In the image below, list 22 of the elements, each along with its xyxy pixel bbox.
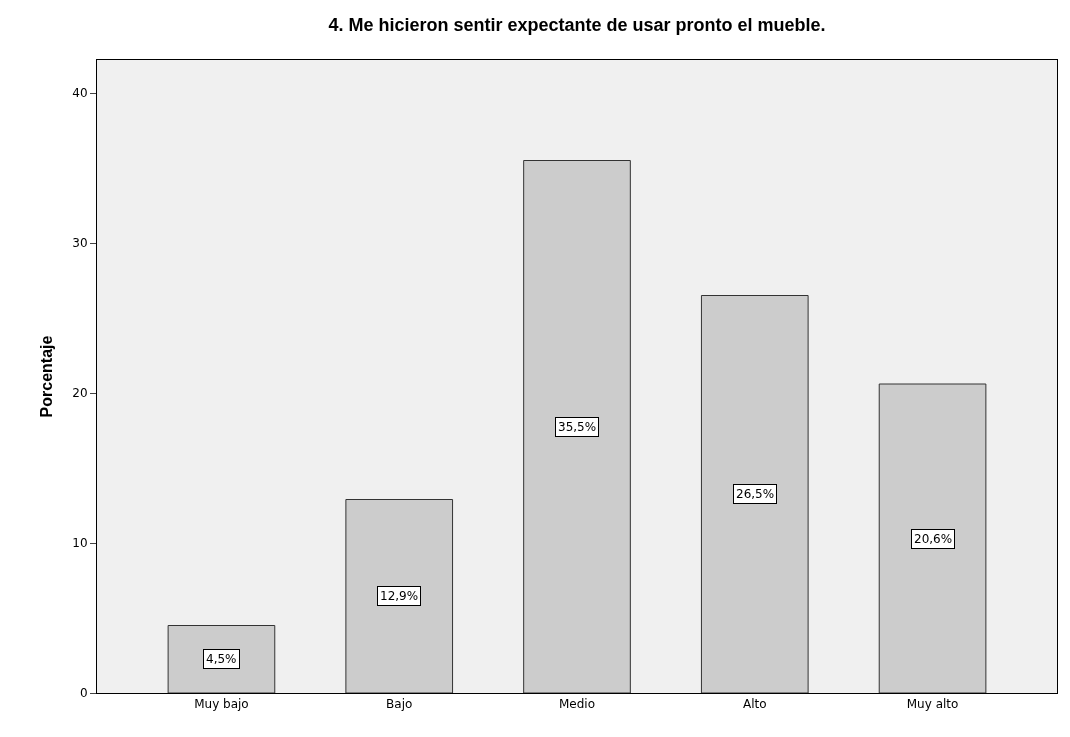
x-tick-label: Medio — [558, 697, 596, 712]
y-tick-label: 0 — [79, 686, 88, 701]
y-axis-title: Porcentaje — [38, 335, 56, 418]
data-label: 26,5% — [736, 487, 775, 501]
bar — [878, 383, 987, 693]
bar — [700, 295, 809, 693]
bar — [167, 625, 276, 693]
data-label: 35,5% — [558, 420, 597, 434]
bar — [523, 160, 631, 693]
data-label: 12,9% — [380, 589, 419, 603]
y-tick-label: 10 — [72, 536, 88, 551]
y-tick-label: 30 — [72, 236, 88, 251]
x-tick-label: Muy bajo — [194, 697, 249, 712]
x-tick-label: Bajo — [386, 697, 413, 712]
data-label: 20,6% — [914, 532, 953, 546]
x-tick-label: Alto — [742, 697, 767, 712]
y-tick-label: 40 — [72, 86, 88, 101]
y-tick-label: 20 — [72, 386, 88, 401]
bar — [345, 499, 454, 693]
chart-title: 4. Me hicieron sentir expectante de usar pronto el mueble. — [328, 15, 826, 36]
data-label: 4,5% — [206, 652, 237, 666]
x-tick-label: Muy alto — [906, 697, 959, 712]
